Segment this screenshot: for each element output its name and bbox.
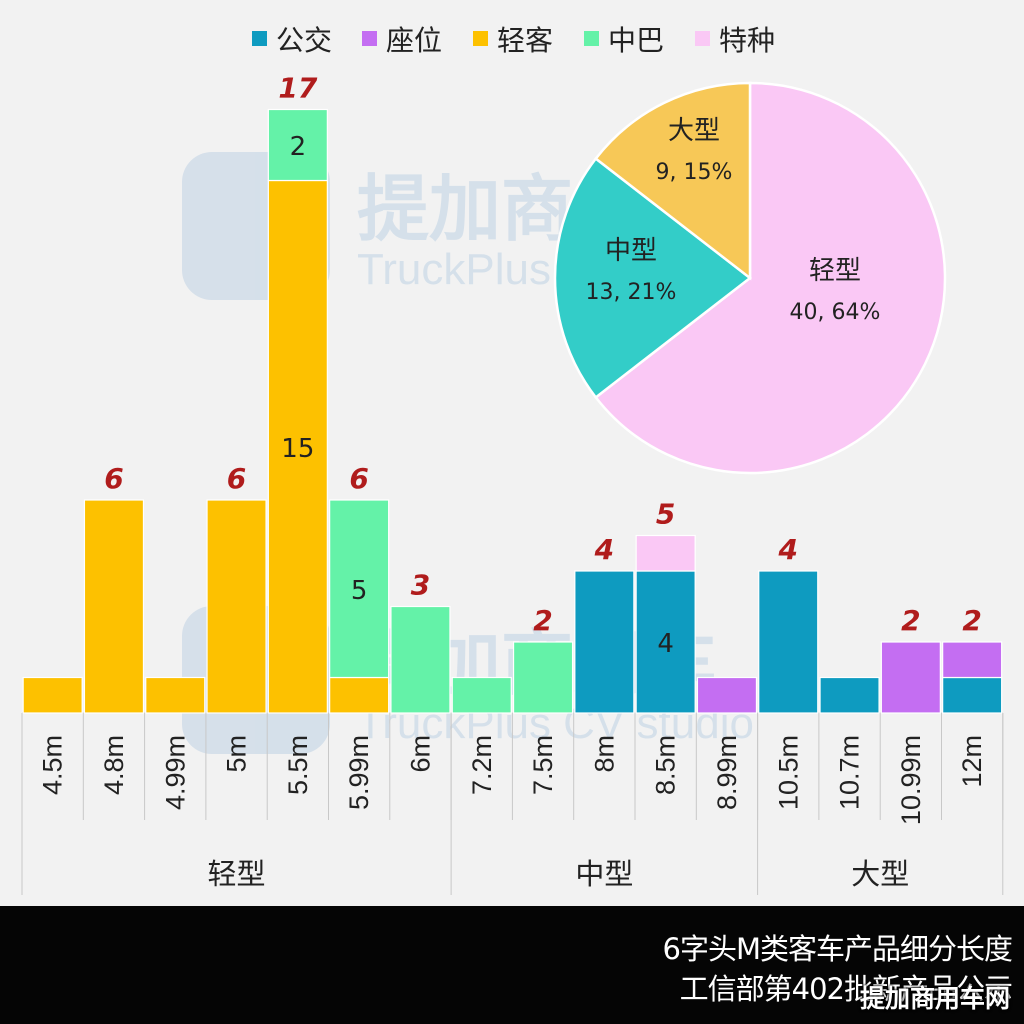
- pie-slice-轻型: [594, 81, 947, 475]
- total-label-5-5m: 17: [278, 72, 317, 105]
- group-label-2: 中型: [575, 857, 633, 891]
- bar-6m-中巴: [390, 605, 451, 714]
- total-label-10-5m: 4: [778, 533, 798, 566]
- bar-4-5m-轻客: [22, 676, 83, 714]
- bar-8-5m-公交: [635, 570, 696, 714]
- legend-swatch-4: [584, 31, 599, 46]
- total-label-5m: 6: [227, 462, 246, 495]
- bar-4-8m-轻客: [83, 499, 145, 714]
- legend-swatch-1: [252, 31, 267, 46]
- footer-caption-line2: 工信部第402批新产品公示: [679, 972, 1013, 1006]
- tick-label-4-99m: 4.99m: [160, 735, 190, 810]
- tick-label-8m: 8m: [589, 735, 619, 773]
- tick-label-7-5m: 7.5m: [528, 735, 558, 795]
- bar-10-7m-公交: [819, 676, 880, 714]
- pie-value-label-中型: 13, 21%: [586, 280, 677, 305]
- bar-8m-公交: [574, 570, 635, 714]
- legend-swatch-5: [695, 31, 710, 46]
- tick-label-10-99m: 10.99m: [896, 735, 926, 825]
- pie-label-轻型: 轻型: [809, 256, 861, 286]
- tick-label-12m: 12m: [957, 735, 987, 788]
- bar-10-99m-座位: [880, 641, 941, 714]
- tick-label-10-5m: 10.5m: [773, 735, 803, 810]
- bar-8-99m-座位: [696, 676, 758, 714]
- group-label-3: 大型: [851, 857, 909, 891]
- bar-5-5m-中巴: [267, 108, 328, 182]
- tick-label-5-99m: 5.99m: [344, 735, 374, 810]
- total-label-5-99m: 6: [349, 462, 368, 495]
- group-label-1: 轻型: [208, 857, 266, 891]
- segment-label-5-5m-轻客: 15: [281, 434, 314, 464]
- bar-7-5m-中巴: [512, 641, 574, 714]
- legend-swatch-2: [362, 31, 377, 46]
- footer-banner: 6字头M类客车产品细分长度 工信部第402批新产品公示 提加商用车网: [0, 906, 1024, 1024]
- total-label-8-5m: 5: [656, 498, 675, 531]
- legend-label-2: 座位: [386, 24, 442, 57]
- total-label-7-5m: 2: [533, 604, 552, 637]
- legend-swatch-3: [473, 31, 488, 46]
- total-label-8m: 4: [594, 533, 614, 566]
- total-label-6m: 3: [411, 569, 430, 602]
- tick-label-10-7m: 10.7m: [835, 735, 865, 810]
- tick-label-8-5m: 8.5m: [651, 735, 681, 795]
- pie-slice-中型: [553, 156, 753, 400]
- pie-slice-大型: [594, 81, 752, 281]
- bar-12m-座位: [942, 641, 1003, 679]
- bar-8-5m-特种: [635, 534, 696, 572]
- bar-10-5m-公交: [758, 570, 819, 714]
- footer-caption-line1: 6字头M类客车产品细分长度: [662, 932, 1013, 966]
- segment-label-8-5m-公交: 4: [657, 629, 674, 659]
- bar-5-99m-轻客: [329, 676, 390, 714]
- bar-5m-轻客: [206, 499, 267, 714]
- bar-4-99m-轻客: [145, 676, 206, 714]
- tick-label-6m: 6m: [405, 735, 435, 773]
- tick-label-4-5m: 4.5m: [38, 735, 68, 795]
- legend-label-1: 公交: [276, 24, 332, 57]
- footer-brand: 提加商用车网: [859, 984, 1010, 1013]
- segment-label-5-99m-中巴: 5: [351, 576, 368, 606]
- legend-label-4: 中巴: [608, 24, 664, 57]
- segment-label-5-5m-中巴: 2: [290, 132, 307, 162]
- tick-label-5m: 5m: [222, 735, 252, 773]
- tick-label-8-99m: 8.99m: [712, 735, 742, 810]
- tick-label-7-2m: 7.2m: [467, 735, 497, 795]
- total-label-4-8m: 6: [104, 462, 123, 495]
- bar-5-99m-中巴: [329, 499, 390, 679]
- pie-value-label-大型: 9, 15%: [656, 160, 733, 185]
- total-label-12m: 2: [962, 604, 981, 637]
- bar-5-5m-轻客: [267, 179, 328, 714]
- legend-label-5: 特种: [719, 24, 775, 57]
- tick-label-4-8m: 4.8m: [99, 735, 129, 795]
- tick-label-5-5m: 5.5m: [283, 735, 313, 795]
- bar-7-2m-中巴: [451, 676, 512, 714]
- bar-12m-公交: [942, 676, 1003, 714]
- legend-label-3: 轻客: [497, 24, 553, 57]
- pie-label-中型: 中型: [605, 236, 657, 266]
- pie-label-大型: 大型: [668, 116, 720, 146]
- pie-value-label-轻型: 40, 64%: [790, 300, 881, 325]
- total-label-10-99m: 2: [901, 604, 920, 637]
